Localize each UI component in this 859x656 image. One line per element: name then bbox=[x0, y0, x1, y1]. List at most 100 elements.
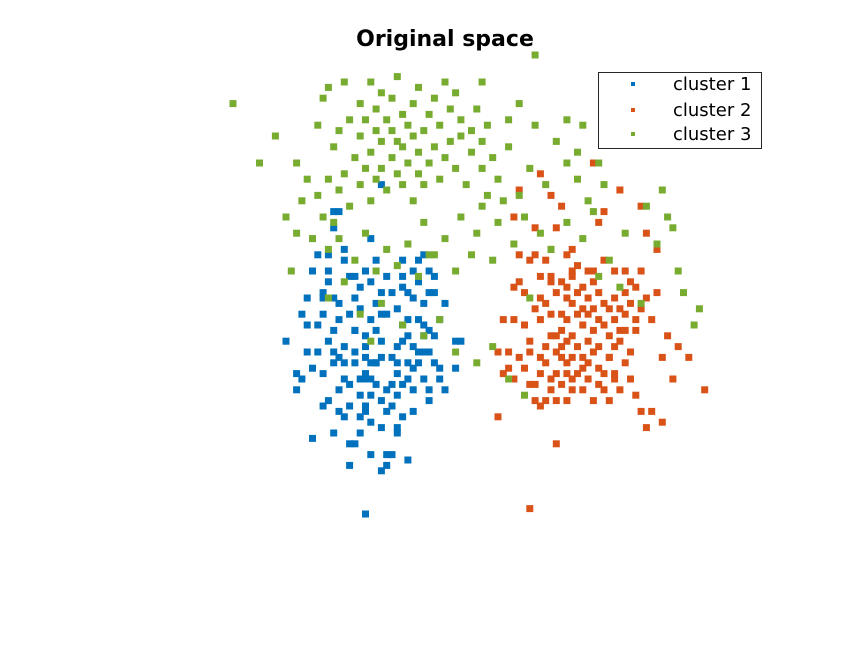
data-point-cluster-3-147 bbox=[420, 332, 428, 340]
data-point-cluster-2-87 bbox=[536, 370, 544, 378]
data-point-cluster-3-8 bbox=[335, 186, 343, 194]
data-point-cluster-1-54 bbox=[409, 407, 417, 415]
data-point-cluster-3-22 bbox=[372, 175, 380, 183]
data-point-cluster-1-28 bbox=[346, 461, 354, 469]
data-point-cluster-3-145 bbox=[377, 299, 385, 307]
data-point-cluster-3-5 bbox=[324, 175, 332, 183]
data-point-cluster-1-87 bbox=[372, 359, 380, 367]
data-point-cluster-2-41 bbox=[568, 245, 576, 253]
data-point-cluster-3-106 bbox=[393, 262, 401, 270]
data-point-cluster-3-27 bbox=[377, 89, 385, 97]
data-point-cluster-1-66 bbox=[388, 451, 396, 459]
data-point-cluster-2-138 bbox=[664, 332, 672, 340]
data-point-cluster-2-110 bbox=[505, 364, 513, 372]
data-point-cluster-1-137 bbox=[335, 299, 343, 307]
data-point-cluster-3-41 bbox=[409, 197, 417, 205]
data-point-cluster-3-39 bbox=[404, 159, 412, 167]
data-point-cluster-2-82 bbox=[632, 283, 640, 291]
data-point-cluster-2-39 bbox=[568, 299, 576, 307]
data-point-cluster-1-63 bbox=[372, 380, 380, 388]
data-point-cluster-2-81 bbox=[632, 316, 640, 324]
data-point-cluster-2-55 bbox=[584, 337, 592, 345]
data-point-cluster-3-82 bbox=[563, 116, 571, 124]
data-point-cluster-3-20 bbox=[367, 148, 375, 156]
data-point-cluster-1-112 bbox=[314, 251, 322, 259]
data-point-cluster-2-53 bbox=[584, 294, 592, 302]
data-point-cluster-2-90 bbox=[552, 397, 560, 405]
data-point-cluster-2-106 bbox=[632, 391, 640, 399]
data-point-cluster-1-49 bbox=[393, 429, 401, 437]
data-point-cluster-1-122 bbox=[425, 348, 433, 356]
data-point-cluster-3-23 bbox=[372, 127, 380, 135]
data-point-cluster-2-97 bbox=[589, 397, 597, 405]
data-point-cluster-2-135 bbox=[648, 316, 656, 324]
data-point-cluster-3-105 bbox=[383, 245, 391, 253]
data-point-cluster-2-130 bbox=[621, 310, 629, 318]
data-point-cluster-2-77 bbox=[621, 289, 629, 297]
data-point-cluster-3-95 bbox=[309, 235, 316, 243]
data-point-cluster-1-7 bbox=[362, 370, 369, 378]
data-point-cluster-1-155 bbox=[404, 456, 412, 464]
data-point-cluster-2-159 bbox=[499, 370, 507, 378]
data-point-cluster-3-68 bbox=[478, 137, 486, 145]
data-point-cluster-2-32 bbox=[558, 353, 566, 361]
data-point-cluster-2-157 bbox=[658, 418, 666, 426]
data-point-cluster-1-52 bbox=[399, 413, 407, 421]
data-point-cluster-1-55 bbox=[415, 348, 422, 356]
data-point-cluster-3-58 bbox=[446, 105, 454, 113]
data-point-cluster-1-113 bbox=[367, 235, 375, 243]
data-point-cluster-3-134 bbox=[658, 186, 666, 194]
data-point-cluster-1-119 bbox=[420, 321, 428, 329]
data-point-cluster-3-56 bbox=[441, 78, 449, 86]
data-point-cluster-2-155 bbox=[494, 348, 502, 356]
data-point-cluster-3-149 bbox=[452, 348, 460, 356]
data-point-cluster-3-52 bbox=[430, 94, 438, 102]
data-point-cluster-1-106 bbox=[303, 348, 311, 356]
data-point-cluster-3-31 bbox=[388, 127, 396, 135]
data-point-cluster-1-34 bbox=[324, 267, 332, 275]
data-point-cluster-1-32 bbox=[319, 310, 327, 318]
data-point-cluster-1-85 bbox=[388, 380, 396, 388]
data-point-cluster-2-50 bbox=[579, 305, 587, 313]
data-point-cluster-2-59 bbox=[589, 326, 597, 334]
data-point-cluster-3-87 bbox=[595, 159, 603, 167]
data-point-cluster-2-124 bbox=[584, 310, 592, 318]
data-point-cluster-3-34 bbox=[393, 137, 401, 145]
data-point-cluster-3-28 bbox=[383, 186, 391, 194]
data-point-cluster-2-79 bbox=[627, 299, 634, 307]
data-point-cluster-2-13 bbox=[536, 272, 544, 280]
data-point-cluster-3-66 bbox=[473, 105, 481, 113]
data-point-cluster-3-25 bbox=[377, 164, 385, 172]
data-point-cluster-2-5 bbox=[515, 251, 523, 259]
data-point-cluster-2-132 bbox=[632, 326, 640, 334]
data-point-cluster-2-119 bbox=[552, 348, 560, 356]
data-point-cluster-2-71 bbox=[611, 267, 619, 275]
data-point-cluster-1-134 bbox=[351, 294, 359, 302]
data-point-cluster-2-108 bbox=[642, 424, 650, 432]
data-point-cluster-3-70 bbox=[483, 121, 491, 129]
data-point-cluster-1-0 bbox=[282, 337, 290, 345]
data-point-cluster-2-153 bbox=[642, 229, 650, 237]
data-point-cluster-2-136 bbox=[653, 289, 661, 297]
data-point-cluster-3-116 bbox=[478, 202, 486, 210]
data-point-cluster-1-75 bbox=[441, 386, 449, 394]
data-point-cluster-2-146 bbox=[547, 191, 555, 199]
data-point-cluster-1-139 bbox=[324, 397, 332, 405]
data-point-cluster-3-150 bbox=[473, 359, 481, 367]
data-point-cluster-2-3 bbox=[510, 283, 518, 291]
data-point-cluster-3-32 bbox=[388, 94, 396, 102]
data-point-cluster-3-111 bbox=[441, 235, 449, 243]
data-point-cluster-2-19 bbox=[542, 343, 550, 351]
data-point-cluster-2-40 bbox=[568, 272, 576, 280]
data-point-cluster-1-23 bbox=[399, 380, 407, 388]
legend-label-cluster-2: cluster 2 bbox=[673, 100, 751, 121]
data-point-cluster-2-44 bbox=[568, 267, 576, 275]
data-point-cluster-1-25 bbox=[377, 397, 385, 405]
data-point-cluster-2-66 bbox=[600, 256, 608, 264]
data-point-cluster-3-107 bbox=[404, 240, 412, 248]
data-point-cluster-2-60 bbox=[589, 267, 597, 275]
data-point-cluster-3-15 bbox=[356, 132, 364, 140]
data-point-cluster-1-128 bbox=[377, 337, 385, 345]
data-point-cluster-1-16 bbox=[415, 359, 422, 367]
data-point-cluster-1-69 bbox=[399, 256, 407, 264]
